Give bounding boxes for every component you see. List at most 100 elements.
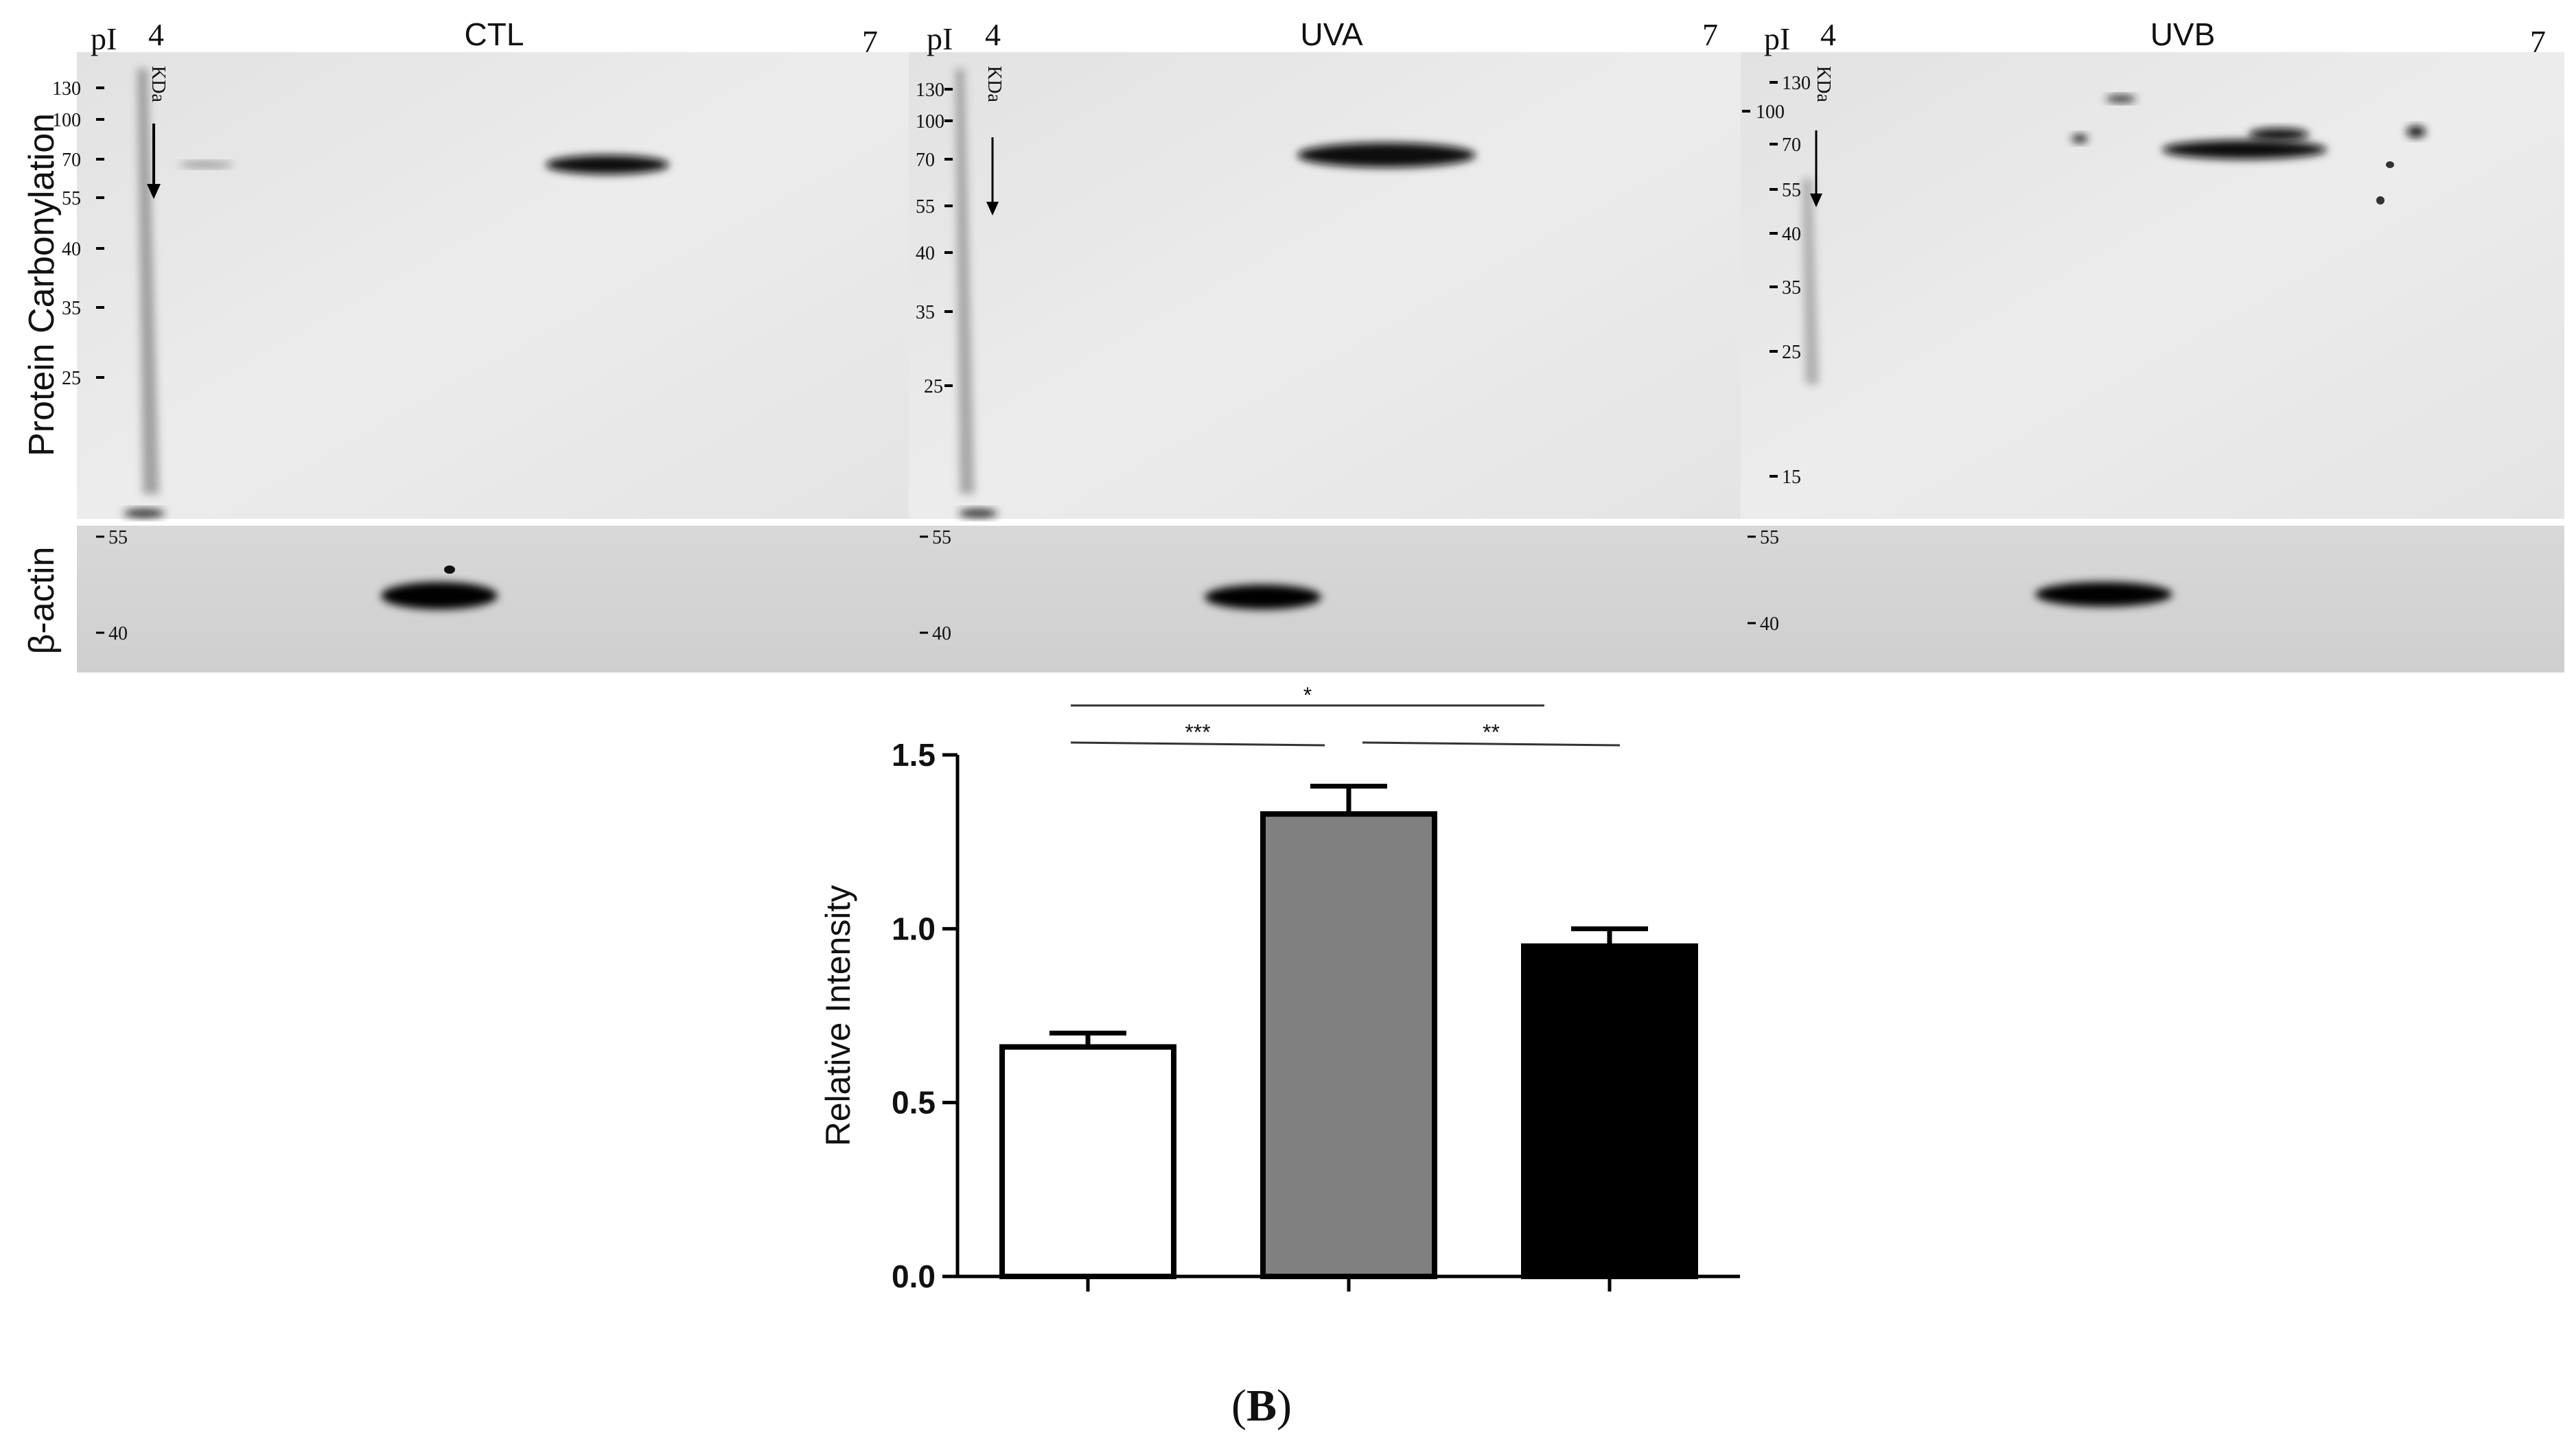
marker-130-ctl: 130	[52, 78, 104, 100]
carbonyl-spot-uvb-left	[2072, 135, 2088, 143]
svg-text:130: 130	[52, 78, 81, 100]
svg-text:55: 55	[932, 527, 951, 548]
kda-label-uva: KDa	[984, 66, 1005, 102]
gel-uva: pI 4 7 UVA KDa 130 100 70 55 40 35 25 55…	[909, 16, 1741, 673]
carbonyl-spot-uvb-upper	[2249, 128, 2309, 141]
marker-15-uvb: 15	[1769, 467, 1801, 488]
svg-text:35: 35	[1782, 277, 1801, 299]
actin-marker-55-uva: 55	[920, 527, 951, 548]
svg-text:40: 40	[932, 623, 951, 644]
kda-label-uvb: KDa	[1813, 66, 1834, 102]
kda-arrowhead-ctl	[147, 184, 161, 199]
svg-text:130: 130	[1782, 73, 1811, 94]
marker-100-uva: 100	[916, 111, 953, 132]
gel-ctl: pI 4 7 CTL KDa 130 100 70 55 40 35 25 55…	[52, 16, 909, 673]
svg-text:40: 40	[108, 623, 128, 644]
actin-markers-uvb: 55 40	[1748, 527, 1779, 635]
carbonyl-spot-uvb-main	[2162, 140, 2327, 159]
actin-spot-ctl	[381, 582, 498, 609]
svg-text:100: 100	[1756, 102, 1785, 123]
actin-marker-40-uva: 40	[920, 623, 951, 644]
kda-arrowhead-uva	[986, 202, 999, 215]
condition-label-ctl: CTL	[465, 16, 524, 52]
significance-label-ctl-uva: ***	[1185, 720, 1210, 745]
pi-high-uva: 7	[1702, 17, 1718, 52]
marker-35-uvb: 35	[1769, 277, 1801, 299]
actin-marker-55-uvb: 55	[1748, 527, 1779, 548]
marker-25-uva: 25	[924, 376, 953, 397]
svg-text:25: 25	[1782, 342, 1801, 363]
bottom-smear-ctl	[124, 509, 165, 517]
marker-40-uva: 40	[916, 243, 953, 264]
marker-70-uvb: 70	[1769, 135, 1801, 156]
bar-uvb	[1521, 943, 1698, 1279]
svg-text:55: 55	[1760, 527, 1779, 548]
condition-label-uvb: UVB	[2150, 16, 2216, 52]
marker-25-ctl: 25	[62, 368, 104, 389]
markers-uva: 130 100 70 55 40 35 25	[916, 80, 953, 397]
carbonyl-spot-uvb-small-1	[2386, 161, 2394, 168]
svg-text:25: 25	[62, 368, 81, 389]
svg-text:70: 70	[62, 150, 81, 171]
bar-uva	[1260, 811, 1437, 1279]
marker-35-uva: 35	[916, 302, 953, 323]
carbonyl-spot-uva	[1297, 143, 1476, 167]
marker-35-ctl: 35	[62, 298, 104, 319]
gel-image-uva	[909, 52, 1741, 519]
marker-55-ctl: 55	[62, 188, 104, 209]
marker-130-uvb: 130	[1769, 73, 1811, 94]
row-label-protein-carbonylation: Protein Carbonylation	[22, 113, 62, 456]
svg-text:25: 25	[924, 376, 943, 397]
gel-streak-ctl	[137, 69, 159, 494]
actin-marker-55-ctl: 55	[96, 527, 128, 548]
marker-100-ctl: 100	[52, 110, 104, 131]
pi-low-uvb: 4	[1820, 17, 1836, 52]
marker-70-ctl: 70	[62, 150, 104, 171]
kda-arrowhead-uvb	[1810, 194, 1822, 207]
actin-marker-40-ctl: 40	[96, 623, 128, 644]
gel-image-ctl	[77, 52, 909, 519]
svg-text:55: 55	[62, 188, 81, 209]
svg-text:55: 55	[108, 527, 128, 548]
markers-ctl: 130 100 70 55 40 35 25	[52, 78, 104, 389]
marker-130-uva: 130	[916, 80, 953, 101]
actin-markers-ctl: 55 40	[96, 527, 128, 644]
y-ticks: 0.0 0.5 1.0 1.5	[892, 737, 958, 1294]
marker-55-uva: 55	[916, 196, 953, 218]
pi-label-uvb: pI	[1764, 21, 1790, 56]
condition-label-uva: UVA	[1300, 16, 1362, 52]
actin-markers-uva: 55 40	[920, 527, 951, 644]
markers-uvb: 130 100 70 55 40 35 25 15	[1742, 73, 1811, 488]
marker-100-uvb: 100	[1742, 102, 1785, 123]
svg-text:35: 35	[62, 298, 81, 319]
y-tick-label: 1.5	[892, 737, 936, 773]
svg-text:40: 40	[1782, 224, 1801, 245]
marker-55-uvb: 55	[1769, 180, 1801, 201]
bar-ctl	[999, 1044, 1176, 1279]
significance-label-uva-uvb: **	[1483, 720, 1500, 745]
svg-text:100: 100	[916, 111, 944, 132]
pi-high-ctl: 7	[862, 24, 878, 59]
pi-low-ctl: 4	[148, 17, 164, 52]
svg-text:100: 100	[52, 110, 81, 131]
actin-marker-40-uvb: 40	[1748, 614, 1779, 635]
pi-high-uvb: 7	[2530, 24, 2546, 59]
significance-label-ctl-uvb: *	[1303, 683, 1312, 708]
significance-line-uva-uvb	[1362, 741, 1621, 747]
svg-text:55: 55	[916, 196, 935, 218]
y-axis-label: Relative Intensity	[819, 885, 857, 1147]
actin-spot-small-ctl	[444, 565, 455, 574]
pi-low-uva: 4	[985, 17, 1001, 52]
y-tick-label: 0.5	[892, 1085, 936, 1121]
actin-image-uva	[909, 526, 1741, 673]
pi-label-uva: pI	[927, 21, 953, 56]
y-tick-label: 1.0	[892, 911, 936, 946]
bar-chart: 0.00.51.01.5 **** ** Relative Intensity	[819, 683, 1740, 1294]
carbonyl-spot-ctl	[546, 155, 669, 174]
svg-text:40: 40	[916, 243, 935, 264]
gel-streak-uvb	[1802, 178, 1819, 384]
svg-text:70: 70	[1782, 135, 1801, 156]
carbonyl-spot-uvb-small-2	[2376, 196, 2384, 205]
bottom-smear-uva	[959, 509, 997, 517]
